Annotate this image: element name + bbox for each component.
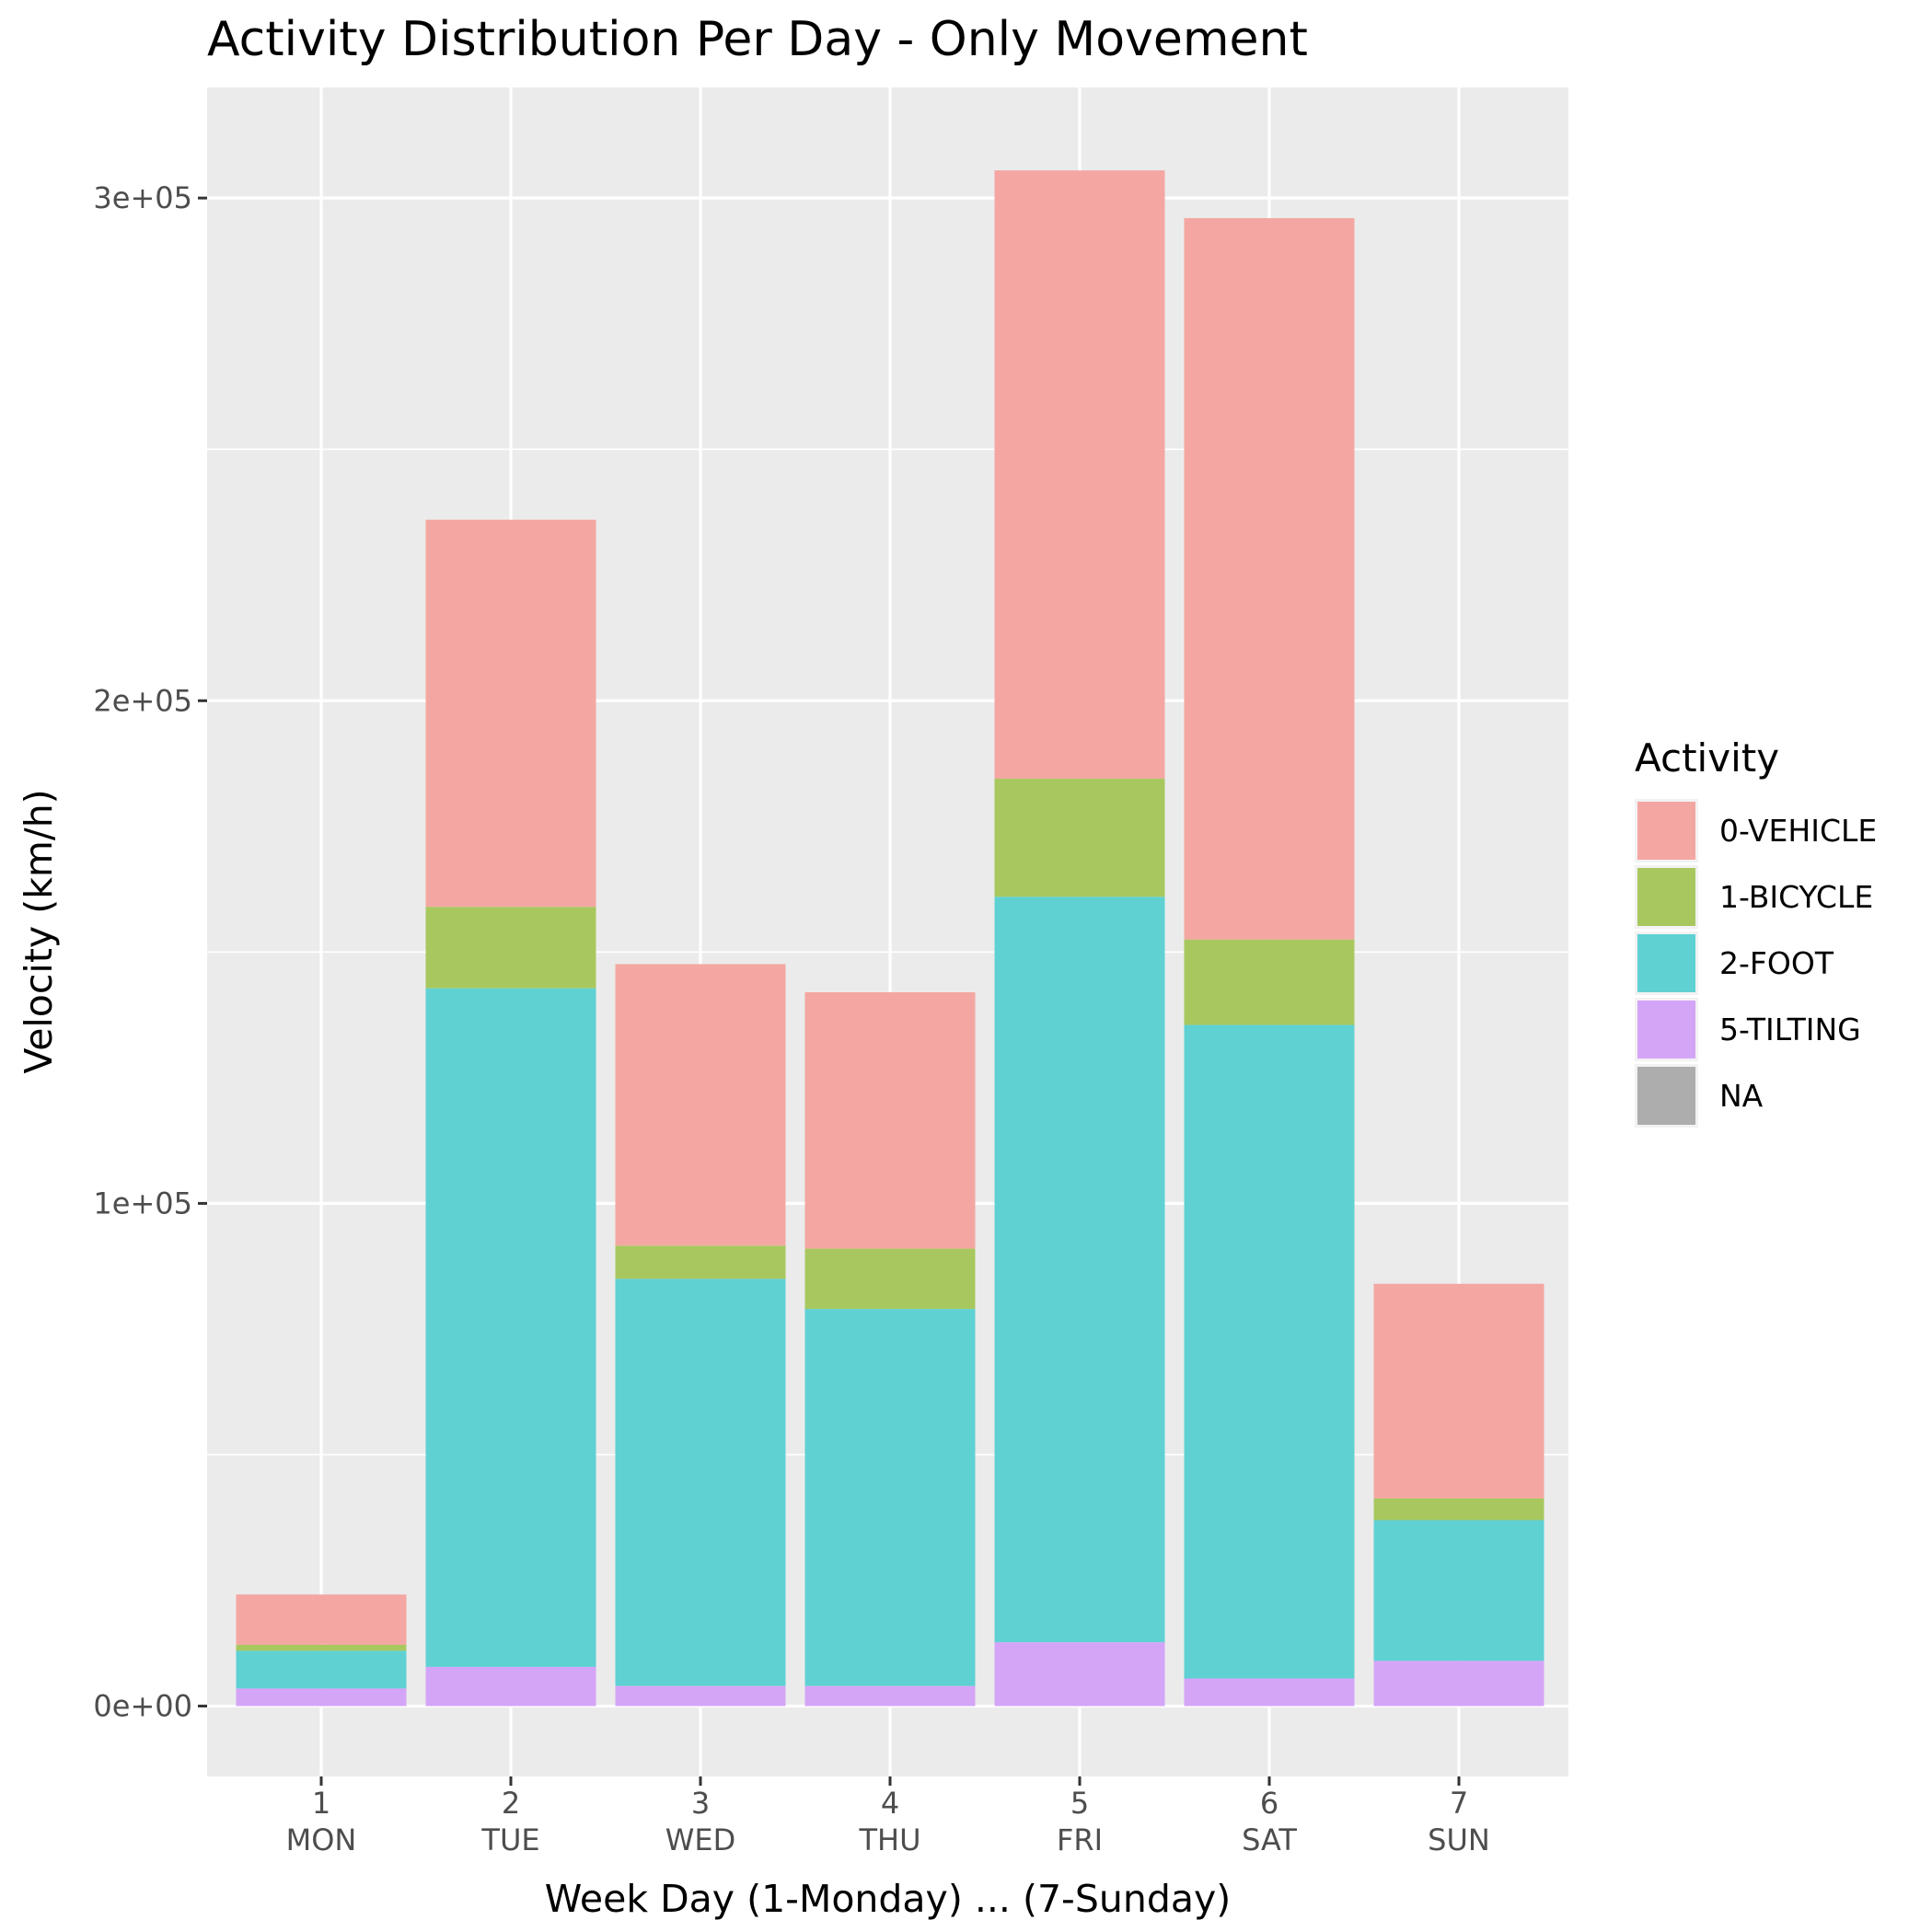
y-tick-label: 3e+05 [93,180,192,215]
bar-segment-5-tilting-mon [236,1688,407,1706]
bar-segment-2-foot-thu [804,1309,976,1686]
y-tick-label: 2e+05 [93,683,192,718]
legend-label: NA [1719,1078,1764,1114]
legend-key-2-foot [1637,934,1695,992]
bar-segment-2-foot-fri [994,897,1165,1643]
x-axis-title: Week Day (1-Monday) ... (7-Sunday) [545,1877,1232,1921]
bar-segment-5-tilting-sun [1373,1660,1544,1706]
x-tick-label-number: 6 [1260,1786,1278,1821]
bar-segment-5-tilting-thu [804,1685,976,1706]
x-tick-label-day: TUE [480,1822,539,1857]
y-axis-title: Velocity (km/h) [17,789,61,1073]
legend-label: 1-BICYCLE [1719,879,1873,915]
x-tick-label-number: 2 [502,1786,520,1821]
legend-label: 5-TILTING [1719,1012,1861,1047]
bar-segment-0-vehicle-mon [236,1594,407,1645]
x-tick-label-day: THU [858,1822,920,1857]
bar-segment-5-tilting-wed [615,1685,786,1706]
x-tick-label-number: 1 [312,1786,330,1821]
bar-segment-5-tilting-fri [994,1642,1165,1706]
bar-segment-2-foot-wed [615,1278,786,1686]
bar-segment-2-foot-sun [1373,1520,1544,1661]
bar-segment-1-bicycle-mon [236,1644,407,1651]
y-tick-label: 1e+05 [93,1186,192,1221]
x-tick-label-number: 5 [1070,1786,1089,1821]
legend-key-1-bicycle [1637,868,1695,926]
legend-key-na [1637,1067,1695,1125]
x-tick-label-day: FRI [1057,1822,1103,1857]
y-tick-label: 0e+00 [93,1689,192,1724]
bar-segment-1-bicycle-thu [804,1248,976,1310]
bar-segment-0-vehicle-tue [425,519,596,908]
bars [236,170,1544,1706]
x-tick-label-day: MON [286,1822,357,1857]
x-tick-label-day: SAT [1242,1822,1297,1857]
bar-segment-1-bicycle-sat [1184,939,1355,1025]
x-tick-label-number: 4 [881,1786,899,1821]
legend-label: 0-VEHICLE [1719,813,1877,849]
bar-segment-5-tilting-tue [425,1666,596,1706]
bar-segment-0-vehicle-thu [804,992,976,1249]
bar-segment-0-vehicle-sun [1373,1283,1544,1498]
legend-label: 2-FOOT [1719,945,1834,981]
bar-segment-0-vehicle-wed [615,964,786,1246]
x-tick-label-day: SUN [1428,1822,1490,1857]
bar-segment-1-bicycle-wed [615,1245,786,1279]
bar-segment-1-bicycle-sun [1373,1498,1544,1521]
legend-key-0-vehicle [1637,802,1695,860]
bar-segment-2-foot-mon [236,1650,407,1689]
x-tick-label-day: WED [665,1822,736,1857]
chart-title: Activity Distribution Per Day - Only Mov… [207,12,1308,67]
x-tick-label-number: 3 [691,1786,710,1821]
bar-segment-2-foot-sat [1184,1024,1355,1679]
legend: Activity 0-VEHICLE 1-BICYCLE 2-FOOT 5-TILTI… [1635,735,1877,1128]
bar-segment-0-vehicle-fri [994,170,1165,779]
y-axis: 0e+00 1e+05 2e+05 3e+05 [93,180,207,1724]
legend-title: Activity [1635,735,1779,781]
bar-segment-2-foot-tue [425,988,596,1667]
legend-key-5-tilting [1637,1001,1695,1059]
x-tick-label-number: 7 [1450,1786,1468,1821]
bar-segment-1-bicycle-fri [994,778,1165,897]
bar-segment-1-bicycle-tue [425,907,596,989]
bar-segment-0-vehicle-sat [1184,217,1355,940]
bar-segment-5-tilting-sat [1184,1678,1355,1706]
